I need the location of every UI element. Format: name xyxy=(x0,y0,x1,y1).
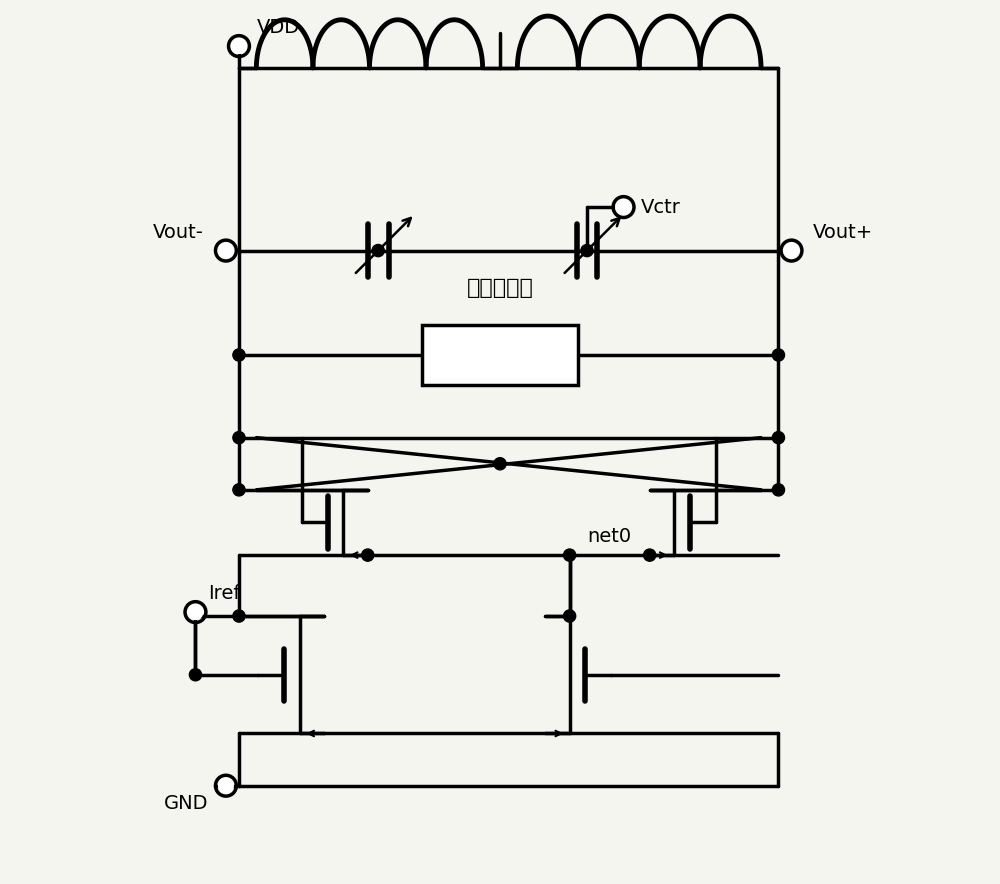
Bar xyxy=(422,324,578,385)
Circle shape xyxy=(772,484,785,496)
Circle shape xyxy=(188,605,203,620)
Circle shape xyxy=(784,243,799,258)
Text: Iref: Iref xyxy=(209,584,241,604)
Circle shape xyxy=(219,243,233,258)
Text: Vout-: Vout- xyxy=(153,223,204,242)
Circle shape xyxy=(616,200,631,215)
Text: Vctr: Vctr xyxy=(641,197,681,217)
Circle shape xyxy=(494,458,506,469)
Circle shape xyxy=(233,431,245,444)
Circle shape xyxy=(564,549,576,561)
Circle shape xyxy=(372,245,384,256)
Text: 开关电容组: 开关电容组 xyxy=(467,278,533,299)
Circle shape xyxy=(581,245,593,256)
Circle shape xyxy=(189,668,202,681)
Circle shape xyxy=(564,610,576,622)
Circle shape xyxy=(772,431,785,444)
Text: GND: GND xyxy=(164,795,209,813)
Text: net0: net0 xyxy=(587,528,631,546)
Circle shape xyxy=(233,349,245,361)
Circle shape xyxy=(233,484,245,496)
Circle shape xyxy=(772,349,785,361)
Circle shape xyxy=(362,549,374,561)
Circle shape xyxy=(232,39,246,53)
Circle shape xyxy=(219,779,233,793)
Text: Vout+: Vout+ xyxy=(813,223,873,242)
Circle shape xyxy=(644,549,656,561)
Circle shape xyxy=(233,610,245,622)
Text: VDD: VDD xyxy=(256,19,299,37)
